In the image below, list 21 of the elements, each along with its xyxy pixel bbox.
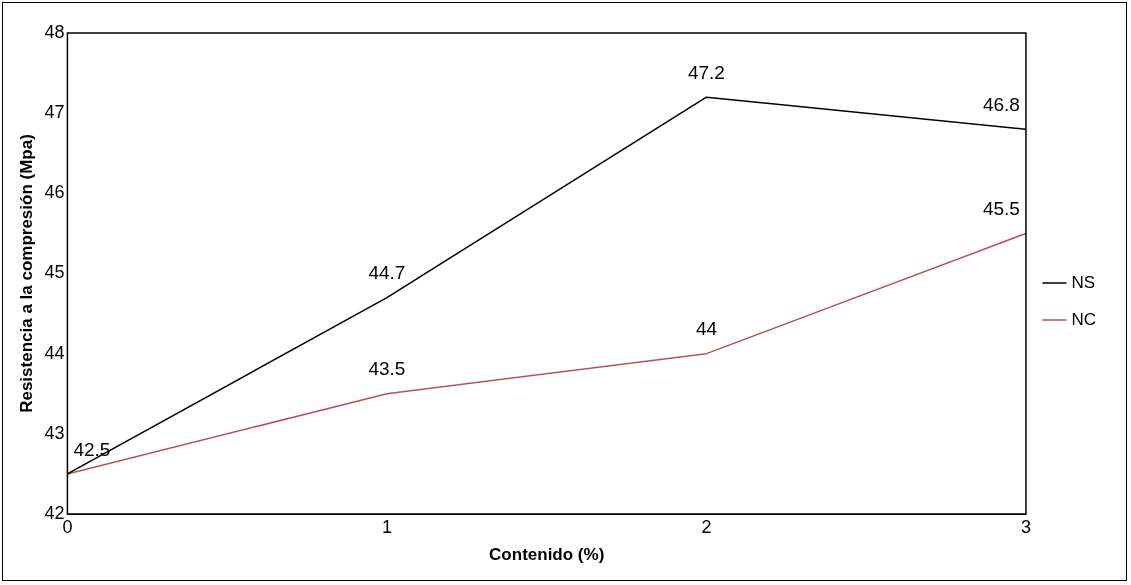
x-axis-title: Contenido (%) bbox=[489, 545, 605, 565]
x-tick-label: 2 bbox=[701, 516, 712, 537]
y-tick-label: 45 bbox=[44, 262, 65, 283]
x-tick-label: 1 bbox=[381, 516, 392, 537]
data-label: 45.5 bbox=[982, 198, 1020, 220]
data-label: 46.8 bbox=[982, 93, 1020, 115]
data-label: 43.5 bbox=[368, 358, 406, 380]
y-tick-label: 42 bbox=[44, 502, 65, 523]
legend-label: NC bbox=[1071, 309, 1097, 329]
y-tick-label: 46 bbox=[44, 182, 65, 203]
y-tick-label: 43 bbox=[44, 422, 65, 443]
y-tick-label: 48 bbox=[44, 21, 65, 42]
data-label: 42.5 bbox=[73, 438, 111, 460]
x-tick-label: 3 bbox=[1020, 516, 1031, 537]
data-label: 44.7 bbox=[368, 262, 406, 284]
y-tick-label: 47 bbox=[44, 102, 65, 123]
data-label: 44 bbox=[695, 318, 718, 340]
y-axis-title: Resistencia a la compresión (Mpa) bbox=[16, 134, 36, 413]
legend-label: NS bbox=[1071, 272, 1096, 292]
y-tick-label: 44 bbox=[44, 342, 65, 363]
data-label: 47.2 bbox=[687, 61, 725, 83]
